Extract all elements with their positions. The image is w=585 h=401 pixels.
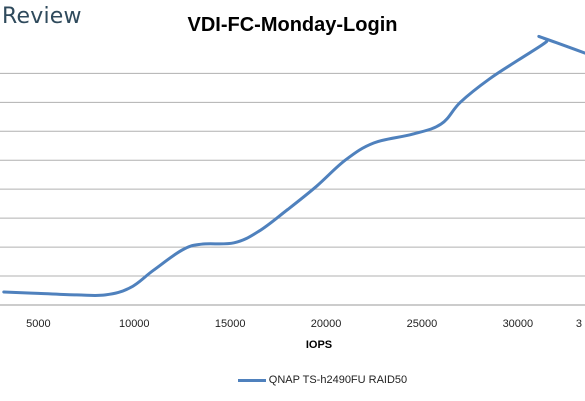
brand-logo: Review (2, 4, 82, 29)
x-tick-label: 15000 (215, 318, 246, 330)
series-line (2, 34, 585, 298)
legend: QNAP TS-h2490FU RAID50 (0, 374, 585, 386)
x-tick-label: 3 (576, 318, 582, 330)
chart-title: VDI-FC-Monday-Login (187, 14, 398, 36)
x-tick-label: 25000 (407, 318, 438, 330)
gridlines (0, 72, 585, 306)
x-axis-title: IOPS (306, 339, 332, 351)
legend-swatch (237, 378, 266, 382)
x-tick-label: 5000 (26, 318, 50, 330)
x-tick-label: 30000 (503, 318, 534, 330)
x-tick-label: 10000 (119, 318, 150, 330)
x-tick-label: 20000 (311, 318, 342, 330)
x-axis: 5000 10000 15000 20000 25000 30000 3 (26, 318, 582, 330)
legend-label: QNAP TS-h2490FU RAID50 (268, 374, 408, 386)
